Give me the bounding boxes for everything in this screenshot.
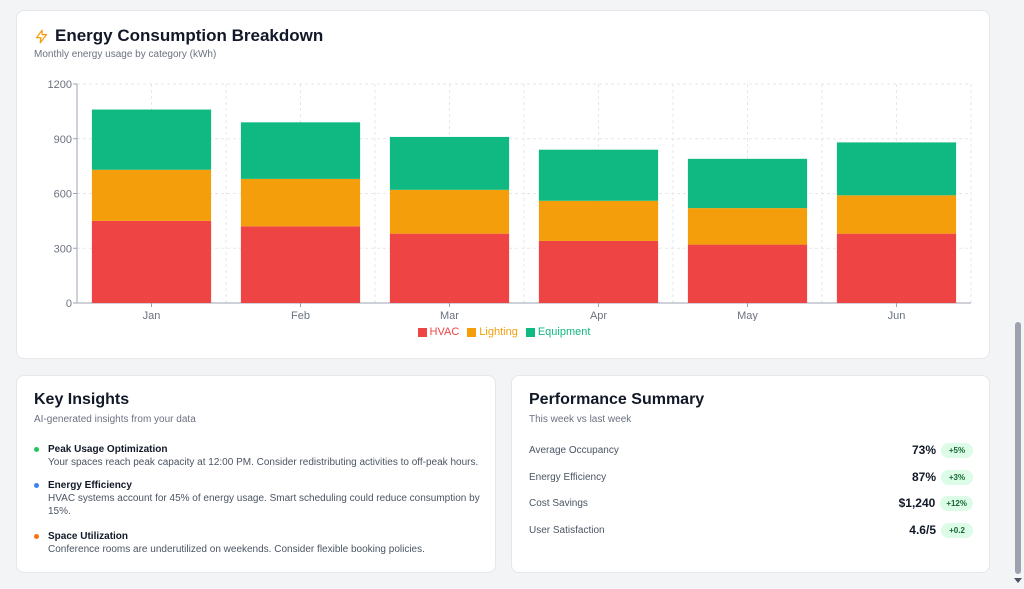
- legend-swatch: [525, 327, 535, 337]
- performance-label: Cost Savings: [529, 497, 588, 509]
- energy-title-text: Energy Consumption Breakdown: [55, 26, 324, 45]
- x-tick-label: Mar: [440, 310, 459, 321]
- performance-subtitle: This week vs last week: [529, 414, 632, 425]
- bar-hvac-may: [687, 244, 808, 303]
- bar-lighting-may: [687, 208, 808, 245]
- x-tick-label: May: [737, 310, 758, 321]
- change-badge: +3%: [941, 469, 973, 485]
- scroll-down-arrow-icon[interactable]: [1014, 578, 1022, 583]
- insight-item: Space Utilization Conference rooms are u…: [34, 530, 484, 556]
- bar-lighting-feb: [240, 178, 361, 227]
- performance-summary-card: Performance Summary This week vs last we…: [511, 375, 990, 573]
- performance-row: Average Occupancy 73% +5%: [529, 441, 973, 459]
- bar-equipment-jun: [836, 142, 957, 196]
- performance-row: Energy Efficiency 87% +3%: [529, 468, 973, 486]
- bar-lighting-mar: [389, 189, 510, 234]
- performance-value: 4.6/5: [909, 523, 936, 537]
- energy-subtitle: Monthly energy usage by category (kWh): [34, 49, 217, 60]
- energy-stacked-bar-chart: 0 300 600 900 1200 Jan Feb Mar Apr May Jun: [48, 79, 972, 321]
- insight-item: Energy Efficiency HVAC systems account f…: [34, 479, 484, 518]
- bar-hvac-feb: [240, 226, 361, 303]
- bar-hvac-mar: [389, 233, 510, 303]
- key-insights-card: Key Insights AI-generated insights from …: [16, 375, 496, 573]
- legend-item-equipment[interactable]: Equipment: [525, 326, 591, 338]
- performance-value: 87%: [911, 470, 936, 484]
- performance-value: 73%: [911, 443, 936, 457]
- change-badge: +0.2: [941, 522, 973, 538]
- legend-label: Equipment: [537, 326, 591, 338]
- x-tick-label: Jun: [888, 310, 906, 321]
- bar-equipment-apr: [538, 149, 659, 201]
- y-tick-label: 600: [54, 189, 72, 201]
- legend-swatch: [417, 327, 427, 337]
- y-tick-label: 0: [66, 298, 72, 310]
- insights-subtitle: AI-generated insights from your data: [34, 414, 196, 425]
- insight-desc: Conference rooms are underutilized on we…: [48, 544, 425, 555]
- energy-consumption-card: Energy Consumption Breakdown Monthly ene…: [16, 10, 990, 359]
- bar-equipment-feb: [240, 122, 361, 179]
- insights-title: Key Insights: [34, 391, 130, 408]
- scrollbar-thumb[interactable]: [1015, 322, 1021, 574]
- legend-label: Lighting: [479, 326, 518, 338]
- insight-item: Peak Usage Optimization Your spaces reac…: [34, 443, 484, 469]
- change-badge: +5%: [941, 442, 973, 458]
- bar-hvac-jun: [836, 233, 957, 303]
- bar-equipment-mar: [389, 136, 510, 190]
- performance-title: Performance Summary: [529, 391, 705, 408]
- insight-title: Space Utilization: [48, 531, 129, 542]
- y-tick-label: 300: [54, 243, 72, 255]
- performance-value: $1,240: [898, 496, 936, 510]
- bar-hvac-apr: [538, 240, 659, 303]
- legend-swatch: [467, 327, 477, 337]
- insight-dot: [34, 447, 39, 452]
- lightning-icon: [35, 29, 48, 43]
- performance-label: Average Occupancy: [529, 444, 619, 456]
- insight-desc: Your spaces reach peak capacity at 12:00…: [48, 457, 479, 468]
- performance-label: Energy Efficiency: [529, 471, 607, 483]
- x-tick-label: Jan: [143, 310, 161, 321]
- legend-item-hvac[interactable]: HVAC: [417, 326, 460, 338]
- performance-row: User Satisfaction 4.6/5 +0.2: [529, 521, 973, 539]
- performance-label: User Satisfaction: [529, 524, 605, 536]
- insight-title: Energy Efficiency: [48, 480, 132, 491]
- bar-lighting-jan: [91, 169, 212, 221]
- page-scrollbar[interactable]: [1012, 0, 1024, 589]
- chart-legend: HVAC Lighting Equipment: [17, 326, 991, 338]
- y-tick-label: 1200: [48, 79, 72, 91]
- bar-lighting-jun: [836, 195, 957, 234]
- performance-row: Cost Savings $1,240 +12%: [529, 494, 973, 512]
- energy-title: Energy Consumption Breakdown: [34, 26, 323, 46]
- change-badge: +12%: [940, 495, 973, 511]
- bar-hvac-jan: [91, 220, 212, 303]
- x-tick-label: Apr: [590, 310, 607, 321]
- bar-lighting-apr: [538, 200, 659, 241]
- insight-dot: [34, 534, 39, 539]
- legend-label: HVAC: [429, 326, 460, 338]
- insight-desc: HVAC systems account for 45% of energy u…: [48, 493, 480, 517]
- insight-title: Peak Usage Optimization: [48, 444, 168, 455]
- insight-dot: [34, 483, 39, 488]
- x-tick-label: Feb: [291, 310, 310, 321]
- y-tick-label: 900: [54, 134, 72, 146]
- legend-item-lighting[interactable]: Lighting: [467, 326, 518, 338]
- bar-equipment-may: [687, 158, 808, 209]
- bar-equipment-jan: [91, 109, 212, 170]
